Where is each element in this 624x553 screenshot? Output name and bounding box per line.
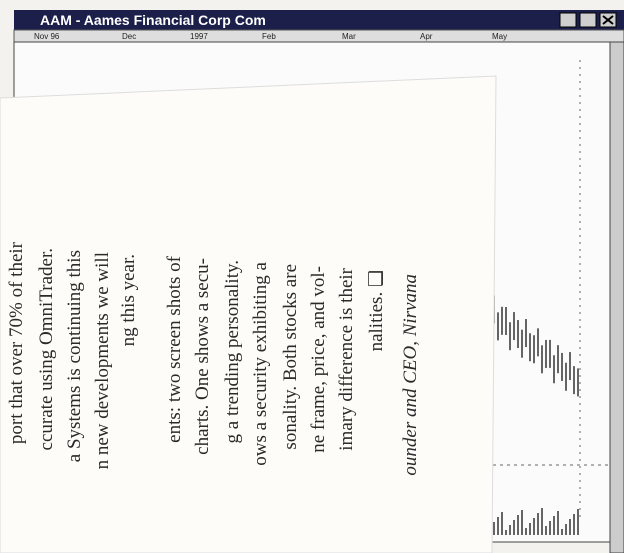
minimize-button[interactable] — [560, 13, 576, 27]
text-line: ents: two screen shots of — [164, 255, 185, 442]
time-label: Mar — [342, 32, 356, 41]
page: AAM - Aames Financial Corp Com port that… — [0, 0, 624, 553]
byline: ounder and CEO, Nirvana — [400, 274, 421, 476]
time-label: Nov 96 — [34, 32, 60, 41]
window-buttons — [560, 13, 616, 27]
scrollbar[interactable] — [610, 42, 624, 553]
text-line: charts. One shows a secu- — [192, 258, 213, 455]
text-line: nalities. ❑ — [366, 270, 387, 351]
time-label: Apr — [420, 32, 433, 41]
time-label: 1997 — [190, 32, 208, 41]
text-line: ccurate using OmniTrader. — [36, 248, 57, 450]
text-line: ne frame, price, and vol- — [308, 266, 329, 453]
text-line: g a trending personality. — [222, 260, 243, 443]
time-label: Dec — [122, 32, 136, 41]
text-line: port that over 70% of their — [6, 241, 27, 444]
time-label: May — [492, 32, 507, 41]
text-line: n new developments we will — [92, 252, 113, 469]
maximize-button[interactable] — [580, 13, 596, 27]
text-line: sonality. Both stocks are — [280, 264, 301, 450]
text-line: ows a security exhibiting a — [250, 261, 271, 465]
time-label: Feb — [262, 32, 276, 41]
time-axis — [14, 30, 624, 42]
text-line: ng this year. — [118, 254, 139, 346]
text-line: imary difference is their — [336, 267, 357, 450]
text-line: a Systems is continuing this — [64, 250, 85, 462]
window-title: AAM - Aames Financial Corp Com — [40, 12, 266, 28]
